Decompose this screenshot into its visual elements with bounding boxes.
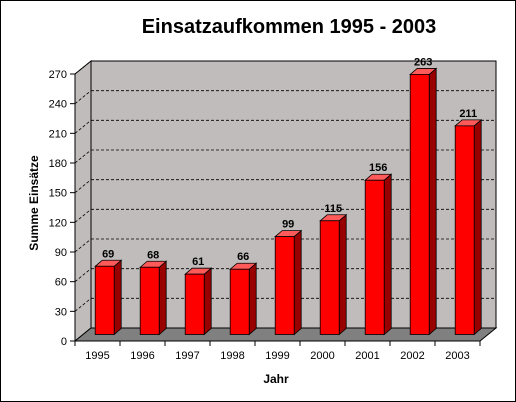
bar bbox=[319, 220, 340, 335]
x-tick-label: 1996 bbox=[130, 350, 154, 362]
bar-side bbox=[383, 173, 392, 336]
bar bbox=[229, 268, 250, 335]
x-tick-label: 2001 bbox=[355, 350, 379, 362]
data-label: 263 bbox=[414, 56, 432, 68]
bar-side bbox=[293, 229, 302, 336]
bar-side bbox=[248, 262, 257, 336]
gridline-side bbox=[74, 120, 92, 134]
bar bbox=[184, 273, 205, 335]
x-tick-label: 2003 bbox=[445, 350, 469, 362]
bar bbox=[364, 179, 385, 335]
gridline-side bbox=[74, 179, 92, 193]
y-tick-label: 240 bbox=[49, 99, 67, 111]
bar-side bbox=[113, 259, 122, 336]
gridline-side bbox=[74, 298, 92, 312]
y-tick-label: 150 bbox=[49, 188, 67, 200]
bar bbox=[409, 74, 430, 335]
gridline-side bbox=[74, 268, 92, 282]
data-label: 156 bbox=[369, 162, 387, 174]
data-label: 69 bbox=[102, 248, 114, 260]
y-tick-label: 0 bbox=[61, 336, 67, 348]
gridline-side bbox=[74, 149, 92, 164]
y-tick-label: 90 bbox=[55, 247, 67, 259]
bar-side bbox=[203, 267, 212, 336]
data-label: 211 bbox=[459, 108, 477, 120]
y-tick-label: 180 bbox=[49, 158, 67, 170]
y-tick-label: 270 bbox=[49, 69, 67, 81]
bar bbox=[454, 125, 475, 335]
gridline-side bbox=[74, 209, 92, 223]
data-label: 68 bbox=[147, 249, 159, 261]
x-tick-label: 2002 bbox=[400, 350, 424, 362]
bar bbox=[94, 265, 115, 335]
x-tick-label: 1997 bbox=[175, 350, 199, 362]
bar bbox=[139, 266, 160, 335]
gridline-side bbox=[74, 90, 92, 104]
plot-area: 0 30 60 90 120 150 180 210 240 270 69 1995 68 1996 61 1… bbox=[49, 56, 498, 362]
x-tick-label: 1995 bbox=[85, 350, 109, 362]
chart-title: Einsatzaufkommen 1995 - 2003 bbox=[142, 16, 437, 38]
y-tick-label: 120 bbox=[49, 217, 67, 229]
bar bbox=[274, 236, 295, 335]
x-tick-label: 1999 bbox=[265, 350, 289, 362]
data-label: 61 bbox=[192, 256, 204, 268]
x-tick-label: 2000 bbox=[310, 350, 334, 362]
bar-side bbox=[158, 260, 167, 336]
y-tick-label: 60 bbox=[55, 277, 67, 289]
gridline-side bbox=[74, 238, 92, 253]
bar-side bbox=[338, 213, 347, 336]
x-axis-title: Jahr bbox=[263, 372, 289, 386]
bar-side bbox=[428, 67, 437, 336]
x-tick-label: 1998 bbox=[220, 350, 244, 362]
plot-side-wall bbox=[74, 59, 92, 343]
data-label: 115 bbox=[324, 203, 342, 215]
data-label: 99 bbox=[282, 219, 294, 231]
bar-side bbox=[473, 118, 482, 336]
y-tick-label: 30 bbox=[55, 306, 67, 318]
data-label: 66 bbox=[237, 251, 249, 263]
y-tick-label: 210 bbox=[49, 128, 67, 140]
y-axis-title: Summe Einsätze bbox=[27, 155, 41, 251]
gridline-side bbox=[74, 60, 92, 75]
